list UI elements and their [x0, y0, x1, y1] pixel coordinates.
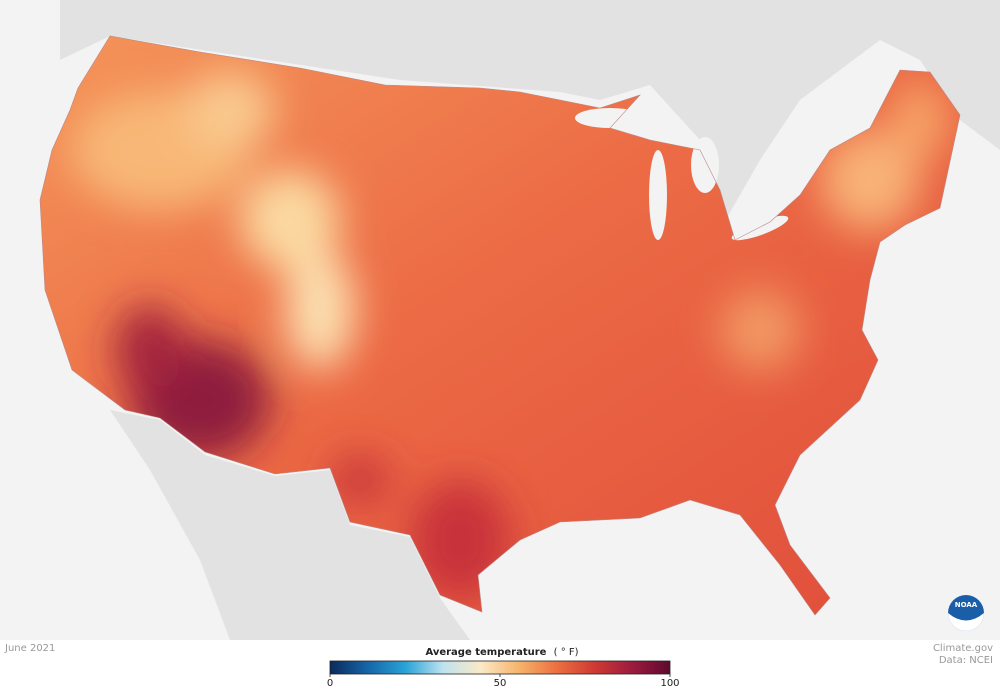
canada [60, 0, 1000, 230]
lake-superior [575, 108, 645, 128]
legend-unit: ( ° F) [554, 647, 579, 658]
logo-text: NOAA [955, 601, 978, 609]
credit-source: Climate.gov [933, 643, 993, 654]
date-label: June 2021 [4, 643, 55, 654]
colorbar-tick-label: 100 [660, 678, 679, 689]
legend-title-text: Average temperature [425, 647, 546, 658]
colorbar-tick-label: 0 [327, 678, 333, 689]
lake-michigan [649, 150, 667, 240]
legend-title: Average temperature ( ° F) [425, 647, 578, 658]
lake-huron [691, 137, 719, 193]
mexico [110, 410, 470, 640]
colorbar-tick-label: 50 [494, 678, 507, 689]
colorbar-ticks: 0 50 100 [327, 674, 680, 689]
noaa-logo: NOAA [948, 595, 984, 631]
temperature-patterns [70, 70, 950, 600]
credit-data: Data: NCEI [939, 655, 993, 666]
logo-wave [948, 613, 984, 631]
colorbar [329, 660, 671, 675]
